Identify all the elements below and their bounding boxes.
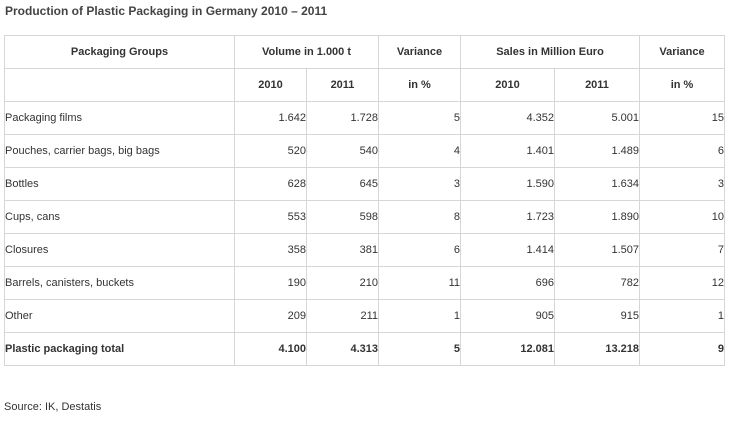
- header-volume-2010: 2010: [234, 68, 307, 102]
- page-title: Production of Plastic Packaging in Germa…: [5, 4, 328, 18]
- header-sales-variance-unit: in %: [639, 68, 726, 102]
- volume-2010-value: 1.642: [234, 101, 307, 135]
- group-label: Bottles: [4, 167, 235, 201]
- table-row: Barrels, canisters, buckets 190 210 11 6…: [4, 266, 726, 300]
- group-label: Barrels, canisters, buckets: [4, 266, 235, 300]
- header-sales-2011: 2011: [553, 68, 641, 102]
- volume-2011-value: 1.728: [306, 101, 379, 135]
- header-sales: Sales in Million Euro: [459, 35, 641, 69]
- sales-variance-value: 10: [639, 200, 726, 234]
- total-volume-2011: 4.313: [306, 332, 379, 366]
- volume-2011-value: 211: [306, 299, 379, 333]
- volume-2011-value: 598: [306, 200, 379, 234]
- table-row: Bottles 628 645 3 1.590 1.634 3: [4, 167, 726, 201]
- table-row: Closures 358 381 6 1.414 1.507 7: [4, 233, 726, 267]
- volume-variance-value: 6: [378, 233, 461, 267]
- sales-variance-value: 15: [639, 101, 726, 135]
- group-label: Other: [4, 299, 235, 333]
- total-volume-2010: 4.100: [234, 332, 307, 366]
- volume-2010-value: 209: [234, 299, 307, 333]
- volume-2011-value: 210: [306, 266, 379, 300]
- header-volume-2011: 2011: [306, 68, 379, 102]
- table-row: Packaging films 1.642 1.728 5 4.352 5.00…: [4, 101, 726, 135]
- volume-variance-value: 5: [378, 101, 461, 135]
- table-row: Cups, cans 553 598 8 1.723 1.890 10: [4, 200, 726, 234]
- header-sales-2010: 2010: [460, 68, 555, 102]
- volume-2010-value: 358: [234, 233, 307, 267]
- header-sales-variance: Variance: [639, 35, 726, 69]
- sales-2011-value: 1.890: [553, 200, 641, 234]
- sales-2011-value: 5.001: [553, 101, 641, 135]
- sales-2011-value: 915: [553, 299, 641, 333]
- table-row: Pouches, carrier bags, big bags 520 540 …: [4, 134, 726, 168]
- header-empty-cell: [4, 68, 235, 102]
- volume-variance-value: 8: [378, 200, 461, 234]
- sales-variance-value: 3: [639, 167, 726, 201]
- sales-2010-value: 1.723: [460, 200, 555, 234]
- volume-2010-value: 553: [234, 200, 307, 234]
- volume-2011-value: 645: [306, 167, 379, 201]
- packaging-table: Packaging Groups Volume in 1.000 t Varia…: [4, 35, 726, 366]
- sales-2010-value: 1.590: [460, 167, 555, 201]
- sales-2010-value: 1.401: [460, 134, 555, 168]
- volume-2010-value: 520: [234, 134, 307, 168]
- header-volume-variance-unit: in %: [378, 68, 461, 102]
- volume-variance-value: 4: [378, 134, 461, 168]
- sales-2011-value: 1.507: [553, 233, 641, 267]
- sales-2010-value: 696: [460, 266, 555, 300]
- sales-2011-value: 1.634: [553, 167, 641, 201]
- total-row: Plastic packaging total 4.100 4.313 5 12…: [4, 332, 726, 366]
- sales-variance-value: 1: [639, 299, 726, 333]
- source-note: Source: IK, Destatis: [4, 401, 102, 413]
- header-row-1: Packaging Groups Volume in 1.000 t Varia…: [4, 35, 726, 69]
- header-row-2: 2010 2011 in % 2010 2011 in %: [4, 68, 726, 102]
- total-sales-2011: 13.218: [553, 332, 641, 366]
- total-label: Plastic packaging total: [4, 332, 235, 366]
- group-label: Cups, cans: [4, 200, 235, 234]
- volume-variance-value: 11: [378, 266, 461, 300]
- sales-variance-value: 12: [639, 266, 726, 300]
- volume-2010-value: 190: [234, 266, 307, 300]
- volume-2011-value: 381: [306, 233, 379, 267]
- sales-variance-value: 6: [639, 134, 726, 168]
- volume-2010-value: 628: [234, 167, 307, 201]
- sales-2011-value: 782: [553, 266, 641, 300]
- header-volume-variance: Variance: [378, 35, 461, 69]
- header-volume: Volume in 1.000 t: [234, 35, 379, 69]
- total-sales-variance: 9: [639, 332, 726, 366]
- sales-2011-value: 1.489: [553, 134, 641, 168]
- header-packaging-groups: Packaging Groups: [4, 35, 235, 69]
- volume-variance-value: 1: [378, 299, 461, 333]
- total-volume-variance: 5: [378, 332, 461, 366]
- volume-2011-value: 540: [306, 134, 379, 168]
- group-label: Pouches, carrier bags, big bags: [4, 134, 235, 168]
- sales-2010-value: 1.414: [460, 233, 555, 267]
- total-sales-2010: 12.081: [460, 332, 555, 366]
- sales-2010-value: 905: [460, 299, 555, 333]
- sales-variance-value: 7: [639, 233, 726, 267]
- group-label: Closures: [4, 233, 235, 267]
- table-row: Other 209 211 1 905 915 1: [4, 299, 726, 333]
- group-label: Packaging films: [4, 101, 235, 135]
- sales-2010-value: 4.352: [460, 101, 555, 135]
- volume-variance-value: 3: [378, 167, 461, 201]
